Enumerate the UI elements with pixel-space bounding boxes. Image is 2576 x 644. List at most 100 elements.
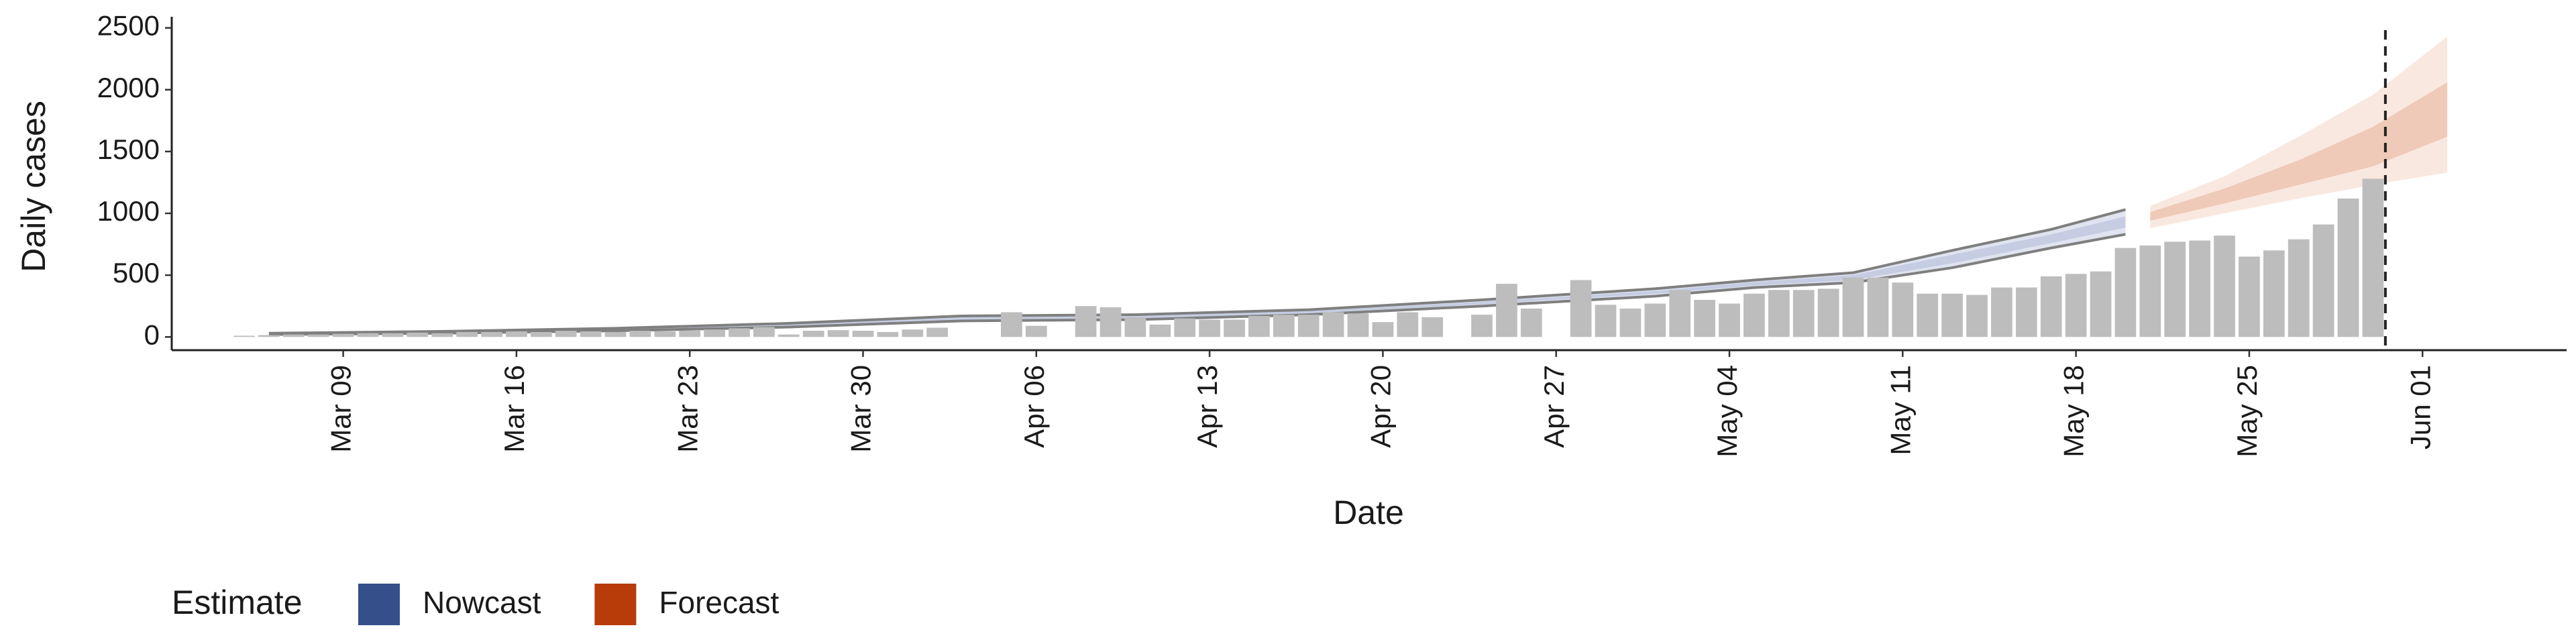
bar [2015, 287, 2037, 337]
bar [877, 331, 899, 337]
bar [2214, 235, 2235, 337]
bar [2114, 248, 2137, 337]
bar [258, 335, 280, 337]
bar [629, 331, 651, 337]
bar [704, 329, 725, 337]
bar [431, 333, 453, 337]
x-tick-label: Apr 27 [1538, 365, 1570, 448]
bar [654, 331, 676, 337]
x-axis-title: Date [1333, 494, 1404, 531]
bar [2288, 239, 2310, 337]
bar [1892, 282, 1914, 337]
bar [2239, 256, 2260, 337]
bar [1075, 306, 1097, 337]
band-inner [2150, 82, 2448, 221]
bar [332, 333, 354, 337]
bar [902, 329, 924, 337]
bar [1224, 319, 1245, 337]
y-tick-label: 500 [113, 257, 160, 288]
y-tick-label: 2000 [97, 72, 160, 103]
bar [580, 331, 602, 337]
bar [2362, 178, 2384, 337]
bar [679, 331, 701, 337]
legend-title: Estimate [172, 584, 303, 621]
bar [604, 331, 627, 337]
bar [1644, 303, 1666, 337]
bar [1397, 312, 1419, 337]
bar [1619, 308, 1642, 337]
bar [2263, 250, 2285, 337]
bar [777, 334, 800, 337]
bar [2090, 271, 2112, 337]
y-axis-title: Daily cases [15, 101, 52, 272]
x-tick-label: Apr 13 [1191, 365, 1223, 448]
bar [1966, 294, 1988, 337]
bar [1669, 290, 1691, 337]
bar [307, 334, 329, 337]
y-tick-label: 2500 [97, 10, 160, 42]
bar [1867, 277, 1889, 337]
bar [1694, 299, 1715, 337]
bar [357, 333, 379, 337]
bar [2139, 245, 2161, 337]
bar [1570, 280, 1592, 337]
bar [382, 333, 404, 337]
bar [1099, 307, 1122, 337]
bar [1001, 312, 1022, 337]
bar [1174, 318, 1196, 337]
bar [282, 334, 305, 337]
bar [233, 335, 255, 337]
bar [1372, 322, 1394, 337]
bar [456, 331, 478, 337]
bar [1149, 324, 1171, 337]
bar [2065, 274, 2087, 337]
x-tick-label: Mar 09 [325, 365, 357, 453]
bar [1842, 277, 1864, 337]
bar [1792, 290, 1815, 337]
legend-swatch [594, 584, 637, 625]
bar [1743, 293, 1765, 337]
bar [1322, 312, 1344, 337]
bar [1941, 293, 1963, 337]
bar [2189, 240, 2210, 337]
bar [1719, 303, 1740, 337]
bar [802, 331, 824, 337]
bar [1471, 315, 1493, 337]
x-tick-label: Mar 23 [672, 365, 703, 453]
bar [1199, 319, 1220, 337]
bar [530, 331, 552, 337]
bar [1496, 284, 1517, 337]
bar [753, 327, 775, 337]
bar [407, 332, 429, 337]
x-tick-label: Mar 30 [845, 365, 877, 453]
bar [2040, 276, 2062, 337]
bar [1817, 288, 1839, 337]
bar [481, 331, 502, 337]
bar [1248, 315, 1270, 337]
x-tick-label: Jun 01 [2404, 365, 2436, 449]
bar [926, 327, 949, 337]
legend-label: Forecast [659, 585, 779, 620]
bar [1595, 305, 1617, 337]
bar [2337, 198, 2359, 337]
x-tick-label: May 11 [1884, 365, 1916, 455]
bar [1991, 287, 2012, 337]
band-edge [268, 233, 2126, 336]
x-tick-label: Mar 16 [498, 365, 530, 453]
bar [2312, 224, 2334, 337]
y-tick-label: 0 [144, 319, 160, 350]
plot-area [233, 30, 2448, 350]
bar [1421, 317, 1444, 337]
bar [1768, 290, 1790, 337]
legend-swatch [358, 584, 400, 625]
bar [1917, 293, 1939, 337]
bar [1347, 313, 1369, 337]
bar [555, 331, 577, 337]
bar [506, 331, 527, 337]
bar [852, 331, 874, 337]
y-tick-label: 1500 [97, 133, 160, 165]
bar [1520, 308, 1542, 337]
y-tick-label: 1000 [97, 195, 160, 227]
bar [1273, 315, 1295, 337]
